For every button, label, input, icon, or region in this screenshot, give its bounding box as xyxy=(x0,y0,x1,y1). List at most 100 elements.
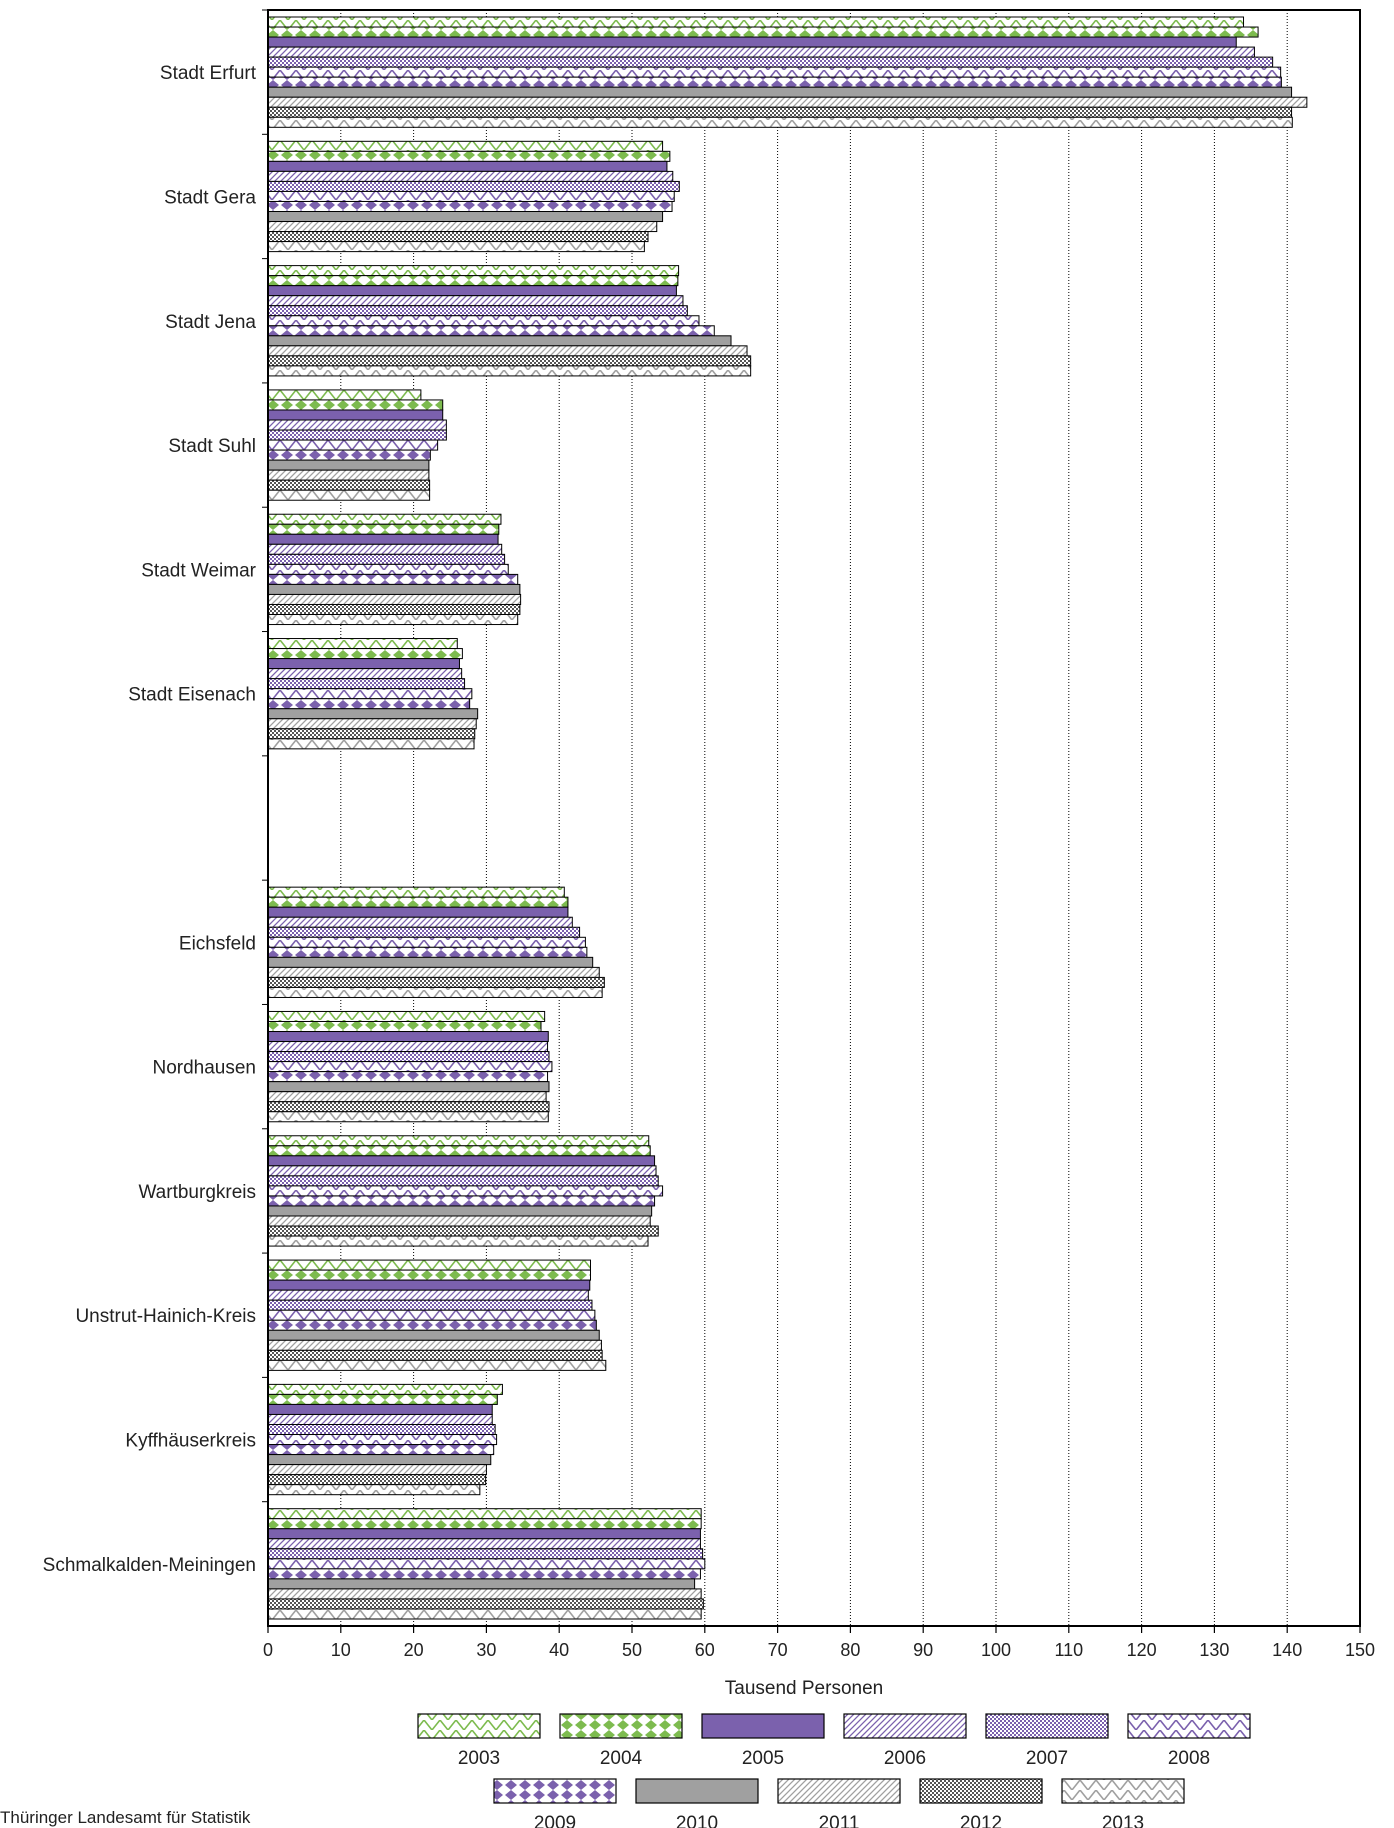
bar xyxy=(267,1413,493,1425)
bar xyxy=(267,1155,656,1167)
bar xyxy=(267,409,444,421)
bar xyxy=(267,76,1282,88)
bar xyxy=(267,449,431,461)
bar xyxy=(267,688,473,700)
bar xyxy=(267,906,569,918)
legend-label: 2003 xyxy=(458,1748,500,1769)
bar xyxy=(267,1528,701,1540)
legend-swatch xyxy=(635,1778,759,1804)
bar xyxy=(267,1135,650,1147)
bar xyxy=(267,1145,651,1157)
bar xyxy=(267,1111,549,1123)
legend-label: 2013 xyxy=(1102,1813,1144,1828)
bar xyxy=(267,56,1274,68)
bar xyxy=(267,1031,549,1043)
bar xyxy=(267,543,503,555)
legend-swatch xyxy=(919,1778,1043,1804)
legend-label: 2004 xyxy=(600,1748,643,1769)
bar xyxy=(267,523,500,535)
bars xyxy=(267,16,1308,1620)
bar xyxy=(267,1319,597,1331)
bar xyxy=(267,1041,549,1053)
bar xyxy=(267,1061,553,1073)
bar xyxy=(267,36,1237,48)
bar xyxy=(267,221,658,233)
bar xyxy=(267,1071,549,1083)
bar xyxy=(267,116,1293,128)
bar xyxy=(267,614,519,626)
x-tick-label: 90 xyxy=(913,1640,933,1660)
bar xyxy=(267,106,1293,118)
bar xyxy=(267,1598,704,1610)
bar xyxy=(267,241,645,253)
bar xyxy=(267,345,748,357)
bar xyxy=(267,429,447,441)
bar xyxy=(267,976,605,988)
legend-swatch xyxy=(843,1713,967,1739)
bar xyxy=(267,1309,596,1321)
bar xyxy=(267,1608,702,1620)
bar xyxy=(267,1299,593,1311)
bar xyxy=(267,459,430,471)
bar xyxy=(267,946,588,958)
bar xyxy=(267,231,649,243)
bar xyxy=(267,16,1245,28)
legend-label: 2012 xyxy=(960,1813,1002,1828)
x-axis-title: Tausend Personen xyxy=(725,1678,883,1699)
legend-swatch xyxy=(493,1778,617,1804)
bar xyxy=(267,1185,664,1197)
x-tick-label: 60 xyxy=(695,1640,715,1660)
category-label: Wartburgkreis xyxy=(138,1182,256,1203)
bar xyxy=(267,160,668,172)
bar xyxy=(267,926,581,938)
legend-swatch xyxy=(985,1713,1109,1739)
bar xyxy=(267,170,674,182)
plot-frame xyxy=(267,9,1361,1627)
bar xyxy=(267,668,463,680)
bar xyxy=(267,966,600,978)
bar xyxy=(267,140,664,152)
bar xyxy=(267,389,422,401)
bar xyxy=(267,896,569,908)
bar xyxy=(267,513,502,525)
bar xyxy=(267,1175,659,1187)
bar xyxy=(267,1205,653,1217)
x-tick-label: 10 xyxy=(331,1640,351,1660)
bar xyxy=(267,603,521,616)
bar xyxy=(267,150,671,162)
bar xyxy=(267,1423,496,1436)
legend-label: 2006 xyxy=(884,1748,926,1769)
bar xyxy=(267,638,458,650)
bar xyxy=(267,1051,550,1063)
legend: 2003 2004 2005 2006 2007 2008 2009 2010 2011 2012… xyxy=(417,1713,1251,1828)
gridlines xyxy=(340,10,1288,1626)
bar xyxy=(267,325,715,337)
bar xyxy=(267,26,1259,38)
x-tick-label: 40 xyxy=(549,1640,569,1660)
category-label: Stadt Eisenach xyxy=(128,685,256,706)
category-label: Nordhausen xyxy=(152,1058,256,1079)
bar xyxy=(267,1269,592,1281)
x-tick-label: 80 xyxy=(840,1640,860,1660)
legend-label: 2005 xyxy=(742,1748,784,1769)
legend-label: 2007 xyxy=(1026,1748,1068,1769)
bar xyxy=(267,285,677,297)
legend-label: 2009 xyxy=(534,1813,576,1828)
bar xyxy=(267,1101,550,1113)
legend-swatch xyxy=(777,1778,901,1804)
bar xyxy=(267,66,1282,78)
category-label: Stadt Jena xyxy=(165,312,256,333)
bar xyxy=(267,305,688,317)
bar xyxy=(267,708,479,720)
bar xyxy=(267,1403,493,1415)
bar xyxy=(267,1383,503,1395)
x-tick-label: 130 xyxy=(1199,1640,1229,1660)
bar xyxy=(267,533,499,545)
bar xyxy=(267,190,675,202)
bar xyxy=(267,1279,591,1291)
bar xyxy=(267,479,431,491)
bar xyxy=(267,1508,702,1520)
bar xyxy=(267,1339,602,1351)
bar xyxy=(267,419,447,431)
bar xyxy=(267,1359,607,1371)
